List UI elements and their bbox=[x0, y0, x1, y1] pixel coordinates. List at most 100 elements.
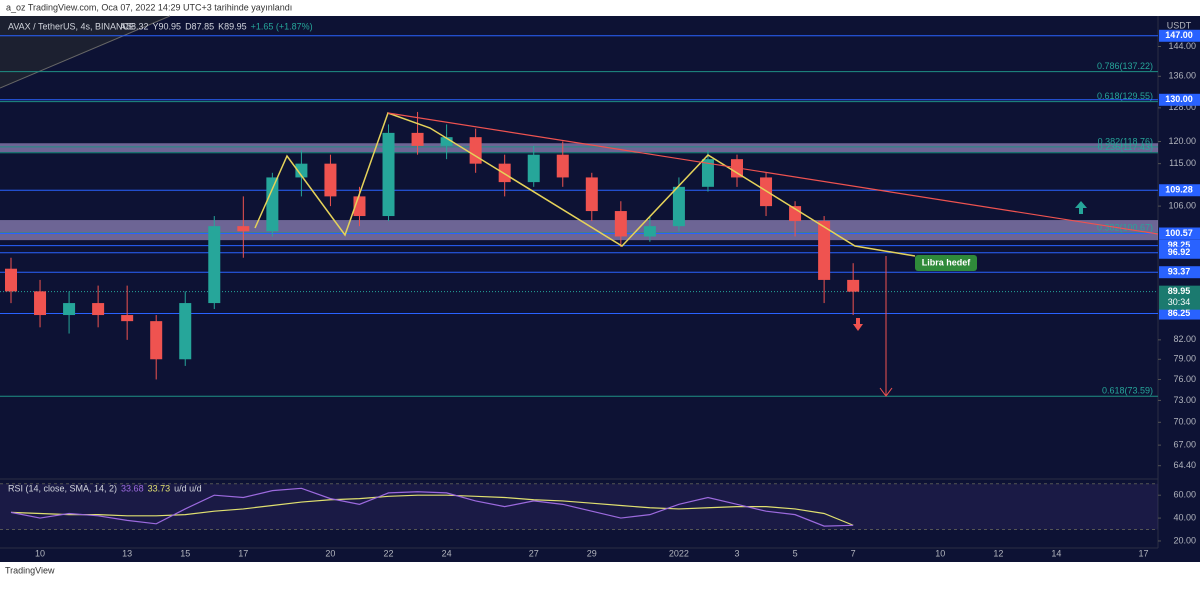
y-tick-label: 70.00 bbox=[1173, 417, 1196, 427]
candle-body bbox=[789, 206, 802, 222]
caption: a_oz TradingView.com, Oca 07, 2022 14:29… bbox=[6, 2, 292, 12]
candle-body bbox=[34, 291, 47, 316]
chart-bg bbox=[0, 16, 1200, 562]
x-tick-label: 12 bbox=[993, 548, 1003, 558]
y-tick-label: 82.00 bbox=[1173, 334, 1196, 344]
ohlc-value: +1.65 (+1.87%) bbox=[251, 21, 313, 31]
trend-line bbox=[387, 112, 1159, 235]
candle-body bbox=[266, 177, 279, 232]
y-tick-label: 64.40 bbox=[1173, 460, 1196, 470]
x-tick-label: 20 bbox=[325, 548, 335, 558]
candle-body bbox=[121, 315, 134, 322]
x-tick-label: 29 bbox=[587, 548, 597, 558]
pattern-line bbox=[254, 112, 916, 257]
rsi-header: 33.68 bbox=[121, 483, 144, 493]
x-tick-label: 14 bbox=[1051, 548, 1061, 558]
drawings bbox=[254, 112, 1159, 397]
fib-label: 0.382(118.76) bbox=[1098, 136, 1153, 146]
y-tick-label: 136.00 bbox=[1168, 71, 1196, 81]
rsi-header: u/d u/d bbox=[174, 483, 202, 493]
price-badge-label: 100.57 bbox=[1165, 228, 1193, 238]
rsi-header: 33.73 bbox=[148, 483, 171, 493]
y-tick-label: 120.00 bbox=[1168, 136, 1196, 146]
candle-body bbox=[556, 154, 569, 178]
symbol: AVAX / TetherUS, 4s, BINANCE bbox=[8, 21, 135, 31]
corner-line bbox=[0, 15, 171, 89]
x-tick-label: 24 bbox=[442, 548, 452, 558]
price-badge bbox=[1159, 246, 1200, 259]
price-badge bbox=[1159, 307, 1200, 320]
price-badge bbox=[1159, 227, 1200, 240]
price-badge-label: 93.37 bbox=[1168, 267, 1191, 277]
last-price-badge bbox=[1159, 285, 1200, 310]
rsi-header: RSI (14, close, SMA, 14, 2) bbox=[8, 483, 117, 493]
fib-label: 0.786(137.22) bbox=[1097, 61, 1153, 71]
countdown: 30:34 bbox=[1168, 297, 1191, 307]
y-tick-label: 128.00 bbox=[1168, 102, 1196, 112]
target-arrow-head bbox=[879, 387, 893, 397]
price-badge bbox=[1159, 29, 1200, 42]
up-arrow bbox=[1075, 201, 1087, 214]
candle-body bbox=[208, 226, 221, 304]
y-tick-label: 79.00 bbox=[1173, 354, 1196, 364]
fib-label: 0.618(73.59) bbox=[1102, 386, 1153, 396]
price-badge bbox=[1159, 266, 1200, 279]
x-tick-label: 10 bbox=[935, 548, 945, 558]
x-tick-label: 2022 bbox=[669, 548, 689, 558]
candle-body bbox=[411, 132, 424, 146]
x-tick-label: 3 bbox=[734, 548, 739, 558]
x-tick-label: 17 bbox=[238, 548, 248, 558]
zone bbox=[0, 143, 1158, 153]
price-badge-label: 96.92 bbox=[1168, 247, 1191, 257]
x-tick-label: 27 bbox=[529, 548, 539, 558]
x-tick-label: 5 bbox=[793, 548, 798, 558]
rsi-line bbox=[10, 487, 854, 527]
candle-body bbox=[701, 159, 714, 187]
annotation-box bbox=[915, 255, 977, 271]
candle-body bbox=[63, 303, 76, 316]
fib-label: 0.236(117.43) bbox=[1098, 142, 1153, 152]
price-badge bbox=[1159, 184, 1200, 197]
fib-label: 0.382(100.67) bbox=[1097, 222, 1153, 232]
price-badge bbox=[1159, 93, 1200, 106]
ohlc-value: A88.32 bbox=[120, 21, 149, 31]
x-tick-label: 7 bbox=[851, 548, 856, 558]
candle-body bbox=[324, 163, 337, 197]
candle-body bbox=[527, 154, 540, 183]
rsi-band bbox=[0, 483, 1158, 530]
x-tick-label: 10 bbox=[35, 548, 45, 558]
x-tick-label: 15 bbox=[180, 548, 190, 558]
fib-label: 0.618(129.55) bbox=[1097, 91, 1153, 101]
candle-body bbox=[498, 163, 511, 183]
candle-body bbox=[643, 226, 656, 237]
candle-body bbox=[382, 132, 395, 217]
ohlc-value: D87.85 bbox=[185, 21, 214, 31]
price-badge-label: 109.28 bbox=[1165, 185, 1193, 195]
x-tick-label: 22 bbox=[384, 548, 394, 558]
y-tick-label: 115.00 bbox=[1169, 158, 1196, 168]
candle-body bbox=[440, 137, 453, 146]
candle-body bbox=[585, 177, 598, 212]
zone bbox=[0, 220, 1158, 241]
y-tick-label: 106.00 bbox=[1168, 200, 1196, 210]
ohlc-value: Y90.95 bbox=[153, 21, 182, 31]
footer-brand: TradingView bbox=[5, 565, 55, 575]
y-tick-label: 73.00 bbox=[1173, 395, 1196, 405]
candle-body bbox=[237, 226, 250, 232]
annotation: Libra hedef bbox=[922, 257, 972, 267]
candle-body bbox=[614, 211, 627, 237]
candle-body bbox=[5, 268, 17, 292]
rsi-y-tick-label: 60.00 bbox=[1173, 490, 1196, 500]
unit: USDT bbox=[1167, 20, 1192, 30]
rsi-sma-line bbox=[10, 494, 854, 526]
candle-body bbox=[818, 221, 831, 280]
candle-body bbox=[92, 303, 105, 316]
y-tick-label: 76.00 bbox=[1173, 374, 1196, 384]
candle-body bbox=[295, 163, 308, 178]
candle-body bbox=[672, 186, 685, 227]
x-tick-label: 13 bbox=[122, 548, 132, 558]
rsi-y-tick-label: 40.00 bbox=[1173, 512, 1196, 522]
price-badge-label: 147.00 bbox=[1165, 30, 1193, 40]
y-tick-label: 67.00 bbox=[1173, 439, 1196, 449]
